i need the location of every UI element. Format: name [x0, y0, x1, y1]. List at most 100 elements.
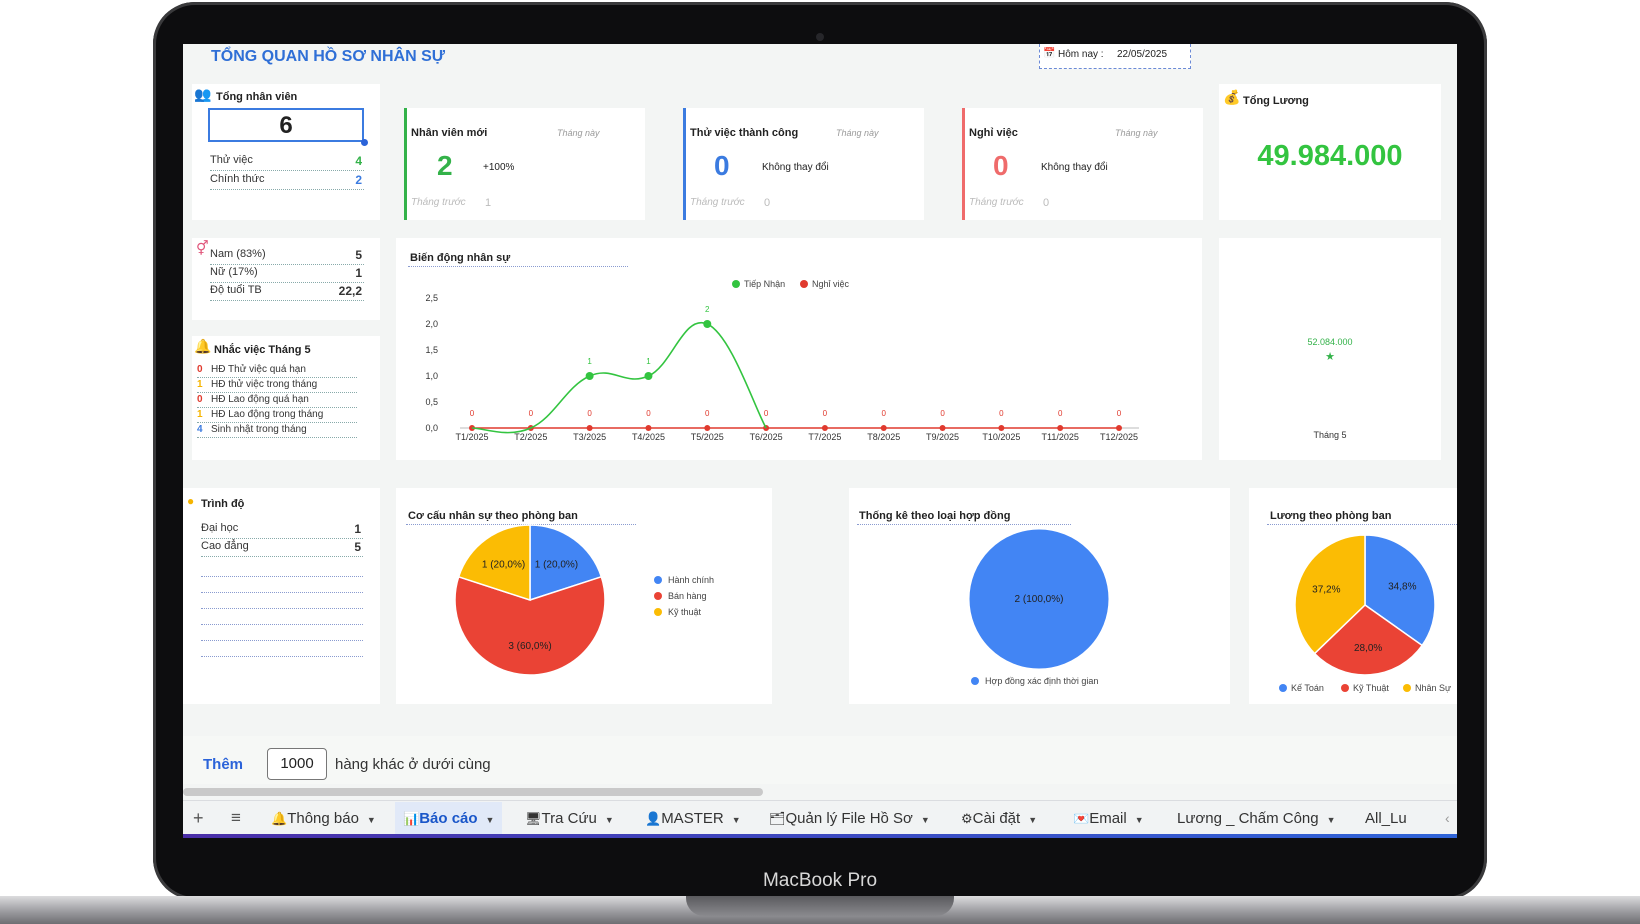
legend-marker: [732, 280, 740, 288]
official-label: Chính thức: [210, 173, 265, 185]
sheet-tab[interactable]: Lương _ Chấm Công ▼: [1169, 802, 1344, 836]
total-staff-value-cell[interactable]: 6: [208, 108, 368, 146]
sheet-tab[interactable]: 💌Email ▼: [1065, 802, 1152, 836]
x-tick-label: T2/2025: [514, 432, 547, 442]
chevron-down-icon[interactable]: ▼: [1028, 815, 1038, 825]
kpi-card-trial: Thử việc thành công Tháng này 0 Không th…: [683, 108, 924, 220]
page-title: TỔNG QUAN HỒ SƠ NHÂN SỰ: [211, 48, 446, 65]
chevron-down-icon[interactable]: ▼: [604, 815, 614, 825]
row-count-input[interactable]: 1000: [267, 748, 327, 780]
y-tick-label: 1,5: [425, 345, 438, 355]
reminder-label: HĐ thử việc trong tháng: [211, 379, 318, 390]
reminder-label: Sinh nhật trong tháng: [211, 424, 307, 435]
sheet-tab[interactable]: 🗂Quản lý File Hồ Sơ ▼: [761, 802, 938, 836]
sheet-tab[interactable]: 👤MASTER ▼: [637, 802, 749, 836]
x-tick-label: T1/2025: [455, 432, 488, 442]
gender-icon: ⚥: [196, 240, 209, 256]
slice-label: 34,8%: [1388, 582, 1416, 593]
data-point: [821, 425, 828, 431]
slice-label: 1 (20,0%): [482, 560, 525, 571]
sheet-tab-label: All_Lu: [1365, 810, 1407, 827]
reminder-card: 🔔 Nhắc việc Tháng 5 0 HĐ Thử việc quá hạn…: [192, 336, 380, 460]
chevron-down-icon[interactable]: ▼: [366, 815, 376, 825]
data-label: 0: [470, 409, 475, 418]
x-tick-label: T6/2025: [750, 432, 783, 442]
education-icon: ●: [187, 494, 195, 508]
data-label: 0: [764, 409, 769, 418]
sheet-tab[interactable]: 🖥Tra Cứu ▼: [517, 802, 622, 836]
data-point: [1116, 425, 1122, 431]
fill-handle[interactable]: [361, 139, 368, 146]
camera: [816, 33, 824, 41]
dept-chart-card: Cơ cấu nhân sự theo phòng ban 1 (20,0%) 3…: [396, 488, 772, 704]
sheet-tab[interactable]: 📊Báo cáo ▼: [395, 802, 503, 836]
sheet-tab-label: Báo cáo: [419, 810, 478, 827]
y-tick-label: 1,0: [425, 371, 438, 381]
kpi-title: Thử việc thành công: [690, 127, 799, 139]
kpi-prev-value: 0: [764, 197, 771, 209]
data-label: 1: [646, 357, 651, 366]
sheet-tab-label: Lương _ Chấm Công: [1177, 810, 1319, 827]
legend-marker: [1403, 684, 1411, 692]
contract-chart-card: Thống kê theo loại hợp đồng 2 (100,0%) Hợ…: [849, 488, 1230, 704]
title-underline: [406, 524, 636, 525]
sheet-tab-label: Quản lý File Hồ Sơ: [785, 810, 913, 827]
female-value: 1: [355, 266, 362, 280]
today-value: 22/05/2025: [1117, 49, 1168, 60]
legend-label: Kỹ Thuật: [1353, 683, 1389, 693]
chevron-down-icon[interactable]: ▼: [485, 815, 495, 825]
kpi-change: +100%: [483, 162, 515, 173]
laptop-notch: [686, 896, 954, 916]
chevron-down-icon[interactable]: ▼: [1134, 815, 1144, 825]
x-tick-label: T11/2025: [1041, 432, 1078, 442]
dept-chart-title: Cơ cấu nhân sự theo phòng ban: [408, 510, 578, 522]
scroll-tabs-left-icon[interactable]: ‹: [1445, 810, 1450, 826]
sheet-tab-icon: 🖥: [525, 811, 542, 826]
line-chart-title: Biến động nhân sự: [410, 252, 511, 264]
reminder-item: 0 HĐ Lao động quá hạn: [197, 394, 357, 408]
chevron-down-icon[interactable]: ▼: [920, 815, 930, 825]
all-sheets-button[interactable]: ≡: [231, 808, 241, 827]
legend-marker: [971, 677, 979, 685]
salary-point: ★: [1325, 351, 1335, 363]
line-chart: 0,0 0,5 1,0 1,5 2,0 2,5 T1/2025 T2/2025 T3/2025 T…: [425, 279, 1139, 442]
device-label: MacBook Pro: [762, 870, 878, 891]
legend-label: Nghỉ việc: [812, 279, 850, 289]
data-point: [645, 425, 652, 431]
y-tick-label: 2,5: [425, 293, 438, 303]
data-label: 1: [587, 357, 592, 366]
y-tick-label: 0,5: [425, 397, 438, 407]
data-point: [763, 425, 770, 431]
reminder-item: 4 Sinh nhật trong tháng: [197, 424, 357, 438]
education-card: ● Trình độ Đại học 1 Cao đẳng 5: [183, 488, 380, 704]
chevron-down-icon[interactable]: ▼: [731, 815, 741, 825]
chevron-down-icon[interactable]: ▼: [1326, 815, 1336, 825]
trial-label: Thử việc: [210, 154, 253, 166]
data-label: 0: [940, 409, 945, 418]
legend-marker: [654, 576, 662, 584]
add-sheet-button[interactable]: +: [193, 808, 204, 828]
data-point: [704, 425, 711, 431]
sheet-tab[interactable]: 🔔Thông báo ▼: [263, 802, 384, 836]
kpi-change: Không thay đổi: [762, 162, 829, 173]
female-label: Nữ (17%): [210, 266, 258, 278]
pie-slice: [457, 524, 531, 602]
total-staff-card: 👥 Tổng nhân viên 6 Thử việc 4 Chính thức…: [192, 84, 380, 220]
horizontal-scrollbar[interactable]: [183, 788, 763, 796]
pie-slice: [968, 528, 1110, 670]
add-rows-button[interactable]: Thêm: [203, 756, 244, 773]
data-label: 0: [529, 409, 534, 418]
official-value: 2: [355, 173, 362, 187]
x-tick-label: T12/2025: [1100, 432, 1138, 442]
age-row: Độ tuổi TB 22,2: [210, 284, 364, 301]
sheet-tab[interactable]: ⚙Cài đặt ▼: [953, 802, 1045, 836]
empty-row-line: [201, 576, 363, 577]
sheet-tab-icon: ⚙: [961, 811, 973, 826]
salary-value: 49.984.000: [1257, 140, 1403, 172]
legend-marker: [654, 608, 662, 616]
sheet-tab[interactable]: All_Lu: [1357, 802, 1415, 836]
gender-card: ⚥ Nam (83%) 5 Nữ (17%) 1 Độ tuổi TB 22,2: [192, 238, 380, 320]
data-label: 0: [646, 409, 651, 418]
title-underline: [857, 524, 1071, 525]
reminder-item: 1 HĐ thử việc trong tháng: [197, 379, 357, 393]
